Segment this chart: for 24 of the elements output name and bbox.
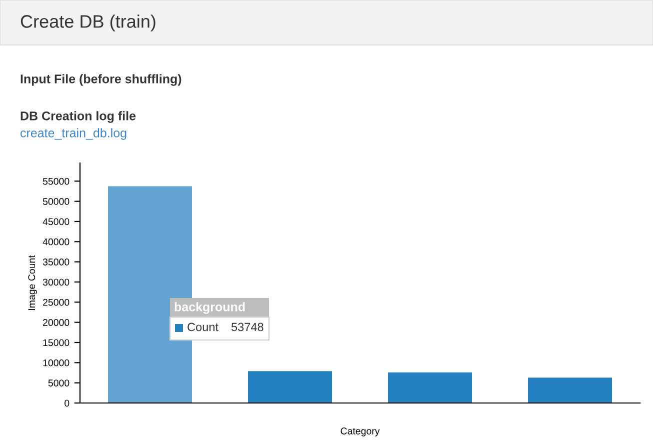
- bar: [388, 372, 472, 403]
- annotation: 53748: [231, 322, 264, 332]
- y-tick-label: 15000: [43, 339, 70, 346]
- y-tick-label: 35000: [42, 258, 70, 266]
- y-tick-label: 25000: [43, 298, 70, 306]
- annotation: Count: [188, 322, 218, 332]
- y-tick-label: 30000: [42, 278, 70, 286]
- x-axis-title: Category: [340, 428, 380, 436]
- chart-title: Create DB (train): [20, 14, 156, 32]
- y-axis-title: Image Count: [28, 255, 37, 310]
- bar: [248, 371, 332, 403]
- y-tick-label: 10000: [43, 359, 70, 366]
- annotation: background: [174, 302, 245, 314]
- text: create_train_db.log: [20, 128, 126, 140]
- y-tick-label: 50000: [42, 198, 70, 205]
- y-tick-label: 55000: [42, 178, 70, 185]
- text: DB Creation log file: [20, 111, 136, 123]
- y-tick-label: 40000: [42, 238, 70, 246]
- bar: [528, 378, 612, 403]
- y-tick-label: 45000: [42, 218, 70, 226]
- text: Input File (before shuffling): [20, 74, 182, 86]
- y-tick-label: 20000: [43, 319, 70, 326]
- y-tick-label: 5000: [48, 380, 70, 386]
- y-tick-label: 0: [64, 400, 70, 407]
